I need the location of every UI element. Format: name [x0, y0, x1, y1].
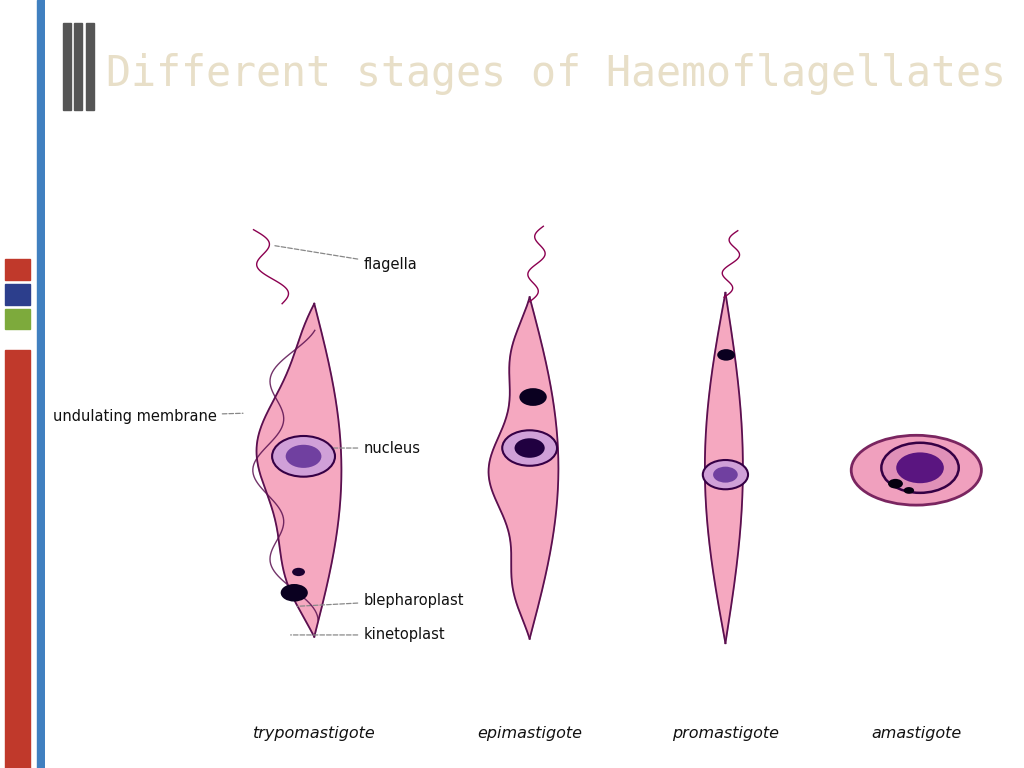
Polygon shape [705, 293, 742, 643]
Bar [75, 23, 82, 111]
Circle shape [717, 349, 735, 361]
Circle shape [888, 479, 903, 488]
Circle shape [882, 443, 958, 493]
Text: blepharoplast: blepharoplast [297, 593, 464, 607]
Circle shape [502, 430, 557, 465]
Polygon shape [488, 297, 558, 639]
Bar [5, 350, 30, 768]
Circle shape [272, 436, 335, 477]
Text: nucleus: nucleus [297, 441, 420, 455]
Text: epimastigote: epimastigote [477, 726, 582, 740]
Bar [5, 260, 30, 280]
Circle shape [713, 467, 737, 482]
Circle shape [292, 568, 305, 576]
Bar [86, 23, 94, 111]
Circle shape [286, 445, 322, 468]
Text: kinetoplast: kinetoplast [291, 627, 444, 643]
Bar [37, 0, 45, 768]
Circle shape [281, 584, 308, 601]
Bar [62, 23, 71, 111]
Polygon shape [257, 303, 341, 637]
Circle shape [514, 439, 545, 458]
Circle shape [903, 487, 914, 494]
Text: undulating membrane: undulating membrane [53, 409, 243, 424]
Circle shape [519, 388, 547, 406]
Text: trypomastigote: trypomastigote [253, 726, 376, 740]
Circle shape [702, 460, 749, 489]
Ellipse shape [851, 435, 981, 505]
Bar [5, 284, 30, 305]
Text: promastigote: promastigote [672, 726, 779, 740]
Text: flagella: flagella [274, 246, 417, 272]
Text: Different stages of Haemoflagellates: Different stages of Haemoflagellates [105, 53, 1006, 95]
Text: amastigote: amastigote [871, 726, 962, 740]
Circle shape [896, 452, 944, 483]
Bar [5, 309, 30, 329]
